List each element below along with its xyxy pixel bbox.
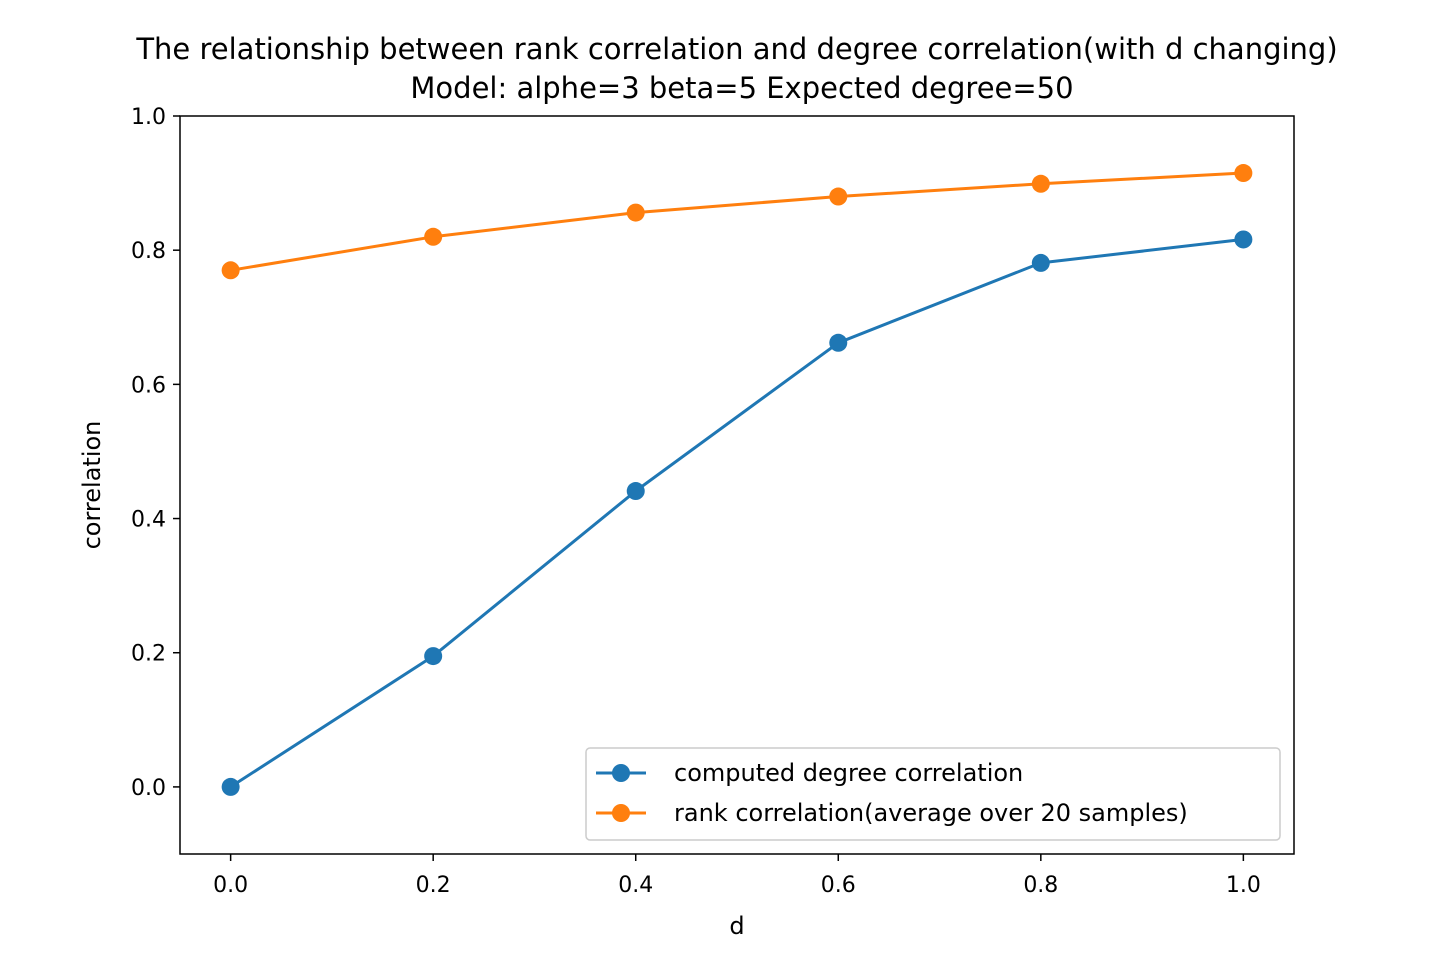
series-layer: [221, 164, 1253, 796]
data-point: [1234, 164, 1253, 183]
x-tick-label: 0.6: [821, 873, 856, 898]
x-axis-label: d: [729, 912, 744, 940]
series-line: [230, 171, 1244, 272]
legend-swatch-marker: [612, 764, 630, 782]
x-tick-label: 0.0: [213, 873, 248, 898]
data-point: [626, 482, 645, 501]
chart-subtitle: Model: alphe=3 beta=5 Expected degree=50: [410, 71, 1073, 105]
legend: computed degree correlation rank correlat…: [585, 747, 1281, 841]
x-tick-label: 0.4: [618, 873, 653, 898]
y-tick-label: 0.0: [131, 776, 166, 801]
data-point: [1031, 253, 1050, 272]
y-tick-label: 0.8: [131, 239, 166, 264]
data-point: [221, 261, 240, 280]
y-tick-label: 1.0: [131, 105, 166, 130]
y-axis-label: correlation: [78, 421, 106, 550]
legend-swatch-marker: [612, 804, 630, 822]
data-point: [424, 647, 443, 666]
plot-area-frame: [179, 115, 1295, 855]
y-tick-label: 0.4: [131, 508, 166, 533]
data-point: [424, 227, 443, 246]
y-tick-label: 0.6: [131, 373, 166, 398]
y-tick-label: 0.2: [131, 642, 166, 667]
x-tick-label: 0.2: [416, 873, 451, 898]
x-tick-label: 0.8: [1023, 873, 1058, 898]
legend-box: [585, 747, 1281, 841]
data-point: [1031, 174, 1050, 193]
x-tick-label: 1.0: [1226, 873, 1261, 898]
data-point: [829, 187, 848, 206]
series-2: [221, 164, 1253, 280]
legend-label: rank correlation(average over 20 samples…: [674, 799, 1188, 827]
series-1: [221, 230, 1253, 796]
chart-title: The relationship between rank correlatio…: [135, 32, 1337, 66]
legend-label: computed degree correlation: [674, 759, 1023, 787]
y-axis-ticks: 0.0 0.2 0.4 0.6 0.8 1.0: [131, 105, 180, 801]
data-point: [221, 777, 240, 796]
series-line: [229, 237, 1244, 789]
data-point: [829, 333, 848, 352]
data-point: [626, 203, 645, 222]
x-axis-ticks: 0.0 0.2 0.4 0.6 0.8 1.0: [213, 854, 1261, 898]
data-point: [1234, 230, 1253, 249]
